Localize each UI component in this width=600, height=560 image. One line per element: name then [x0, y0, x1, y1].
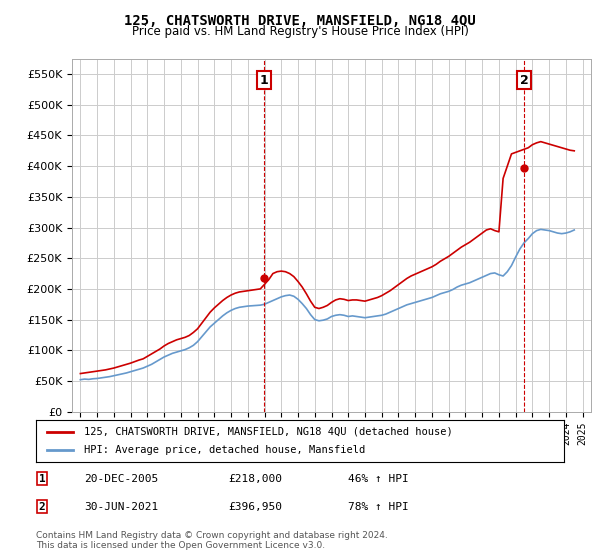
Text: Price paid vs. HM Land Registry's House Price Index (HPI): Price paid vs. HM Land Registry's House …	[131, 25, 469, 38]
Text: 2: 2	[520, 74, 529, 87]
Text: Contains HM Land Registry data © Crown copyright and database right 2024.
This d: Contains HM Land Registry data © Crown c…	[36, 531, 388, 550]
Text: 2: 2	[38, 502, 46, 512]
Text: £218,000: £218,000	[228, 474, 282, 484]
Text: 125, CHATSWORTH DRIVE, MANSFIELD, NG18 4QU (detached house): 125, CHATSWORTH DRIVE, MANSFIELD, NG18 4…	[83, 427, 452, 437]
Text: 1: 1	[260, 74, 268, 87]
Text: 30-JUN-2021: 30-JUN-2021	[84, 502, 158, 512]
Text: 125, CHATSWORTH DRIVE, MANSFIELD, NG18 4QU: 125, CHATSWORTH DRIVE, MANSFIELD, NG18 4…	[124, 14, 476, 28]
Text: £396,950: £396,950	[228, 502, 282, 512]
Text: HPI: Average price, detached house, Mansfield: HPI: Average price, detached house, Mans…	[83, 445, 365, 455]
Text: 20-DEC-2005: 20-DEC-2005	[84, 474, 158, 484]
Text: 1: 1	[38, 474, 46, 484]
Text: 78% ↑ HPI: 78% ↑ HPI	[348, 502, 409, 512]
Text: 46% ↑ HPI: 46% ↑ HPI	[348, 474, 409, 484]
